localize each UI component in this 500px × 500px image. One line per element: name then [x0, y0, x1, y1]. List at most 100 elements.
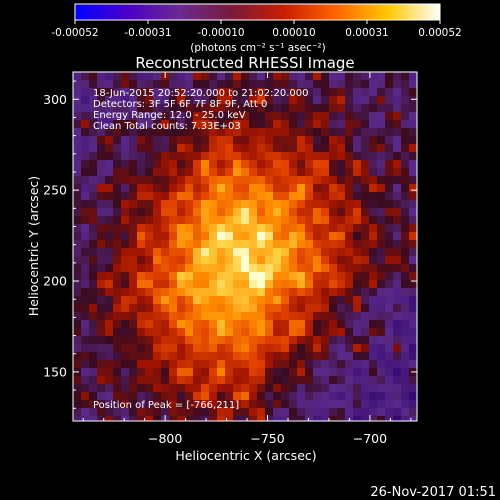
heatmap-cell: [121, 128, 130, 137]
heatmap-cell: [97, 344, 106, 353]
heatmap-cell: [281, 360, 290, 369]
heatmap-cell: [329, 120, 338, 129]
heatmap-cell: [153, 184, 162, 193]
heatmap-cell: [273, 376, 282, 385]
heatmap-cell: [265, 320, 274, 329]
heatmap-cell: [353, 104, 362, 113]
heatmap-cell: [217, 272, 226, 281]
heatmap-cell: [249, 200, 258, 209]
heatmap-cell: [185, 312, 194, 321]
heatmap-cell: [137, 304, 146, 313]
heatmap-cell: [113, 112, 122, 121]
heatmap-cell: [305, 352, 314, 361]
heatmap-cell: [97, 376, 106, 385]
heatmap-cell: [249, 168, 258, 177]
heatmap-cell: [201, 168, 210, 177]
heatmap-cell: [337, 160, 346, 169]
heatmap-cell: [137, 264, 146, 273]
heatmap-cell: [113, 360, 122, 369]
heatmap-cell: [305, 392, 314, 401]
heatmap-cell: [73, 168, 82, 177]
heatmap-cell: [73, 72, 82, 81]
heatmap-cell: [361, 232, 370, 241]
heatmap-cell: [361, 184, 370, 193]
heatmap-cell: [321, 72, 330, 81]
heatmap-cell: [281, 296, 290, 305]
heatmap-cell: [377, 408, 386, 417]
heatmap-cell: [393, 384, 402, 393]
heatmap-cell: [97, 128, 106, 137]
heatmap-cell: [113, 200, 122, 209]
heatmap-cell: [153, 296, 162, 305]
heatmap-cell: [169, 368, 178, 377]
heatmap-cell: [113, 336, 122, 345]
heatmap-cell: [137, 256, 146, 265]
heatmap-cell: [193, 200, 202, 209]
heatmap-cell: [145, 128, 154, 137]
heatmap-cell: [233, 280, 242, 289]
heatmap-cell: [161, 152, 170, 161]
heatmap-cell: [353, 408, 362, 417]
heatmap-cell: [129, 320, 138, 329]
heatmap-cell: [233, 352, 242, 361]
heatmap-cell: [257, 272, 266, 281]
heatmap-cell: [385, 368, 394, 377]
heatmap-cell: [337, 232, 346, 241]
heatmap-cell: [129, 336, 138, 345]
heatmap-cell: [289, 296, 298, 305]
heatmap-cell: [105, 376, 114, 385]
heatmap-cell: [385, 256, 394, 265]
heatmap-cell: [241, 288, 250, 297]
heatmap-cell: [161, 408, 170, 417]
heatmap-cell: [401, 368, 410, 377]
heatmap-cell: [233, 256, 242, 265]
heatmap-cell: [345, 408, 354, 417]
heatmap-cell: [409, 256, 417, 265]
heatmap-cell: [345, 320, 354, 329]
heatmap-cell: [409, 416, 417, 421]
heatmap-cell: [177, 144, 186, 153]
heatmap-cell: [161, 232, 170, 241]
heatmap-cell: [209, 280, 218, 289]
heatmap-cell: [225, 304, 234, 313]
heatmap-cell: [345, 392, 354, 401]
heatmap-cell: [297, 192, 306, 201]
heatmap-cell: [385, 400, 394, 409]
heatmap-cell: [145, 400, 154, 409]
heatmap-cell: [321, 120, 330, 129]
heatmap-cell: [321, 176, 330, 185]
heatmap-cell: [129, 184, 138, 193]
heatmap-cell: [345, 80, 354, 89]
heatmap-cell: [393, 248, 402, 257]
heatmap-cell: [121, 120, 130, 129]
heatmap-cell: [281, 376, 290, 385]
heatmap-cell: [273, 104, 282, 113]
heatmap-cell: [225, 360, 234, 369]
heatmap-cell: [129, 120, 138, 129]
heatmap-cell: [225, 368, 234, 377]
heatmap-cell: [113, 168, 122, 177]
heatmap-cell: [361, 336, 370, 345]
heatmap-cell: [345, 160, 354, 169]
heatmap-cell: [329, 216, 338, 225]
heatmap-cell: [329, 400, 338, 409]
heatmap-cell: [369, 328, 378, 337]
heatmap-cell: [217, 312, 226, 321]
heatmap-cell: [113, 80, 122, 89]
heatmap-cell: [273, 288, 282, 297]
heatmap-cell: [161, 224, 170, 233]
heatmap-cell: [297, 152, 306, 161]
heatmap-cell: [217, 128, 226, 137]
heatmap-cell: [97, 352, 106, 361]
heatmap-cell: [361, 192, 370, 201]
heatmap-cell: [145, 240, 154, 249]
annotation-line: 18-Jun-2015 20:52:20.000 to 21:02:20.000: [93, 88, 309, 99]
heatmap-cell: [353, 232, 362, 241]
heatmap-cell: [153, 112, 162, 121]
heatmap-cell: [273, 304, 282, 313]
heatmap-cell: [209, 368, 218, 377]
heatmap-cell: [249, 360, 258, 369]
heatmap-cell: [361, 112, 370, 121]
heatmap-cell: [265, 72, 274, 81]
heatmap-cell: [73, 240, 82, 249]
